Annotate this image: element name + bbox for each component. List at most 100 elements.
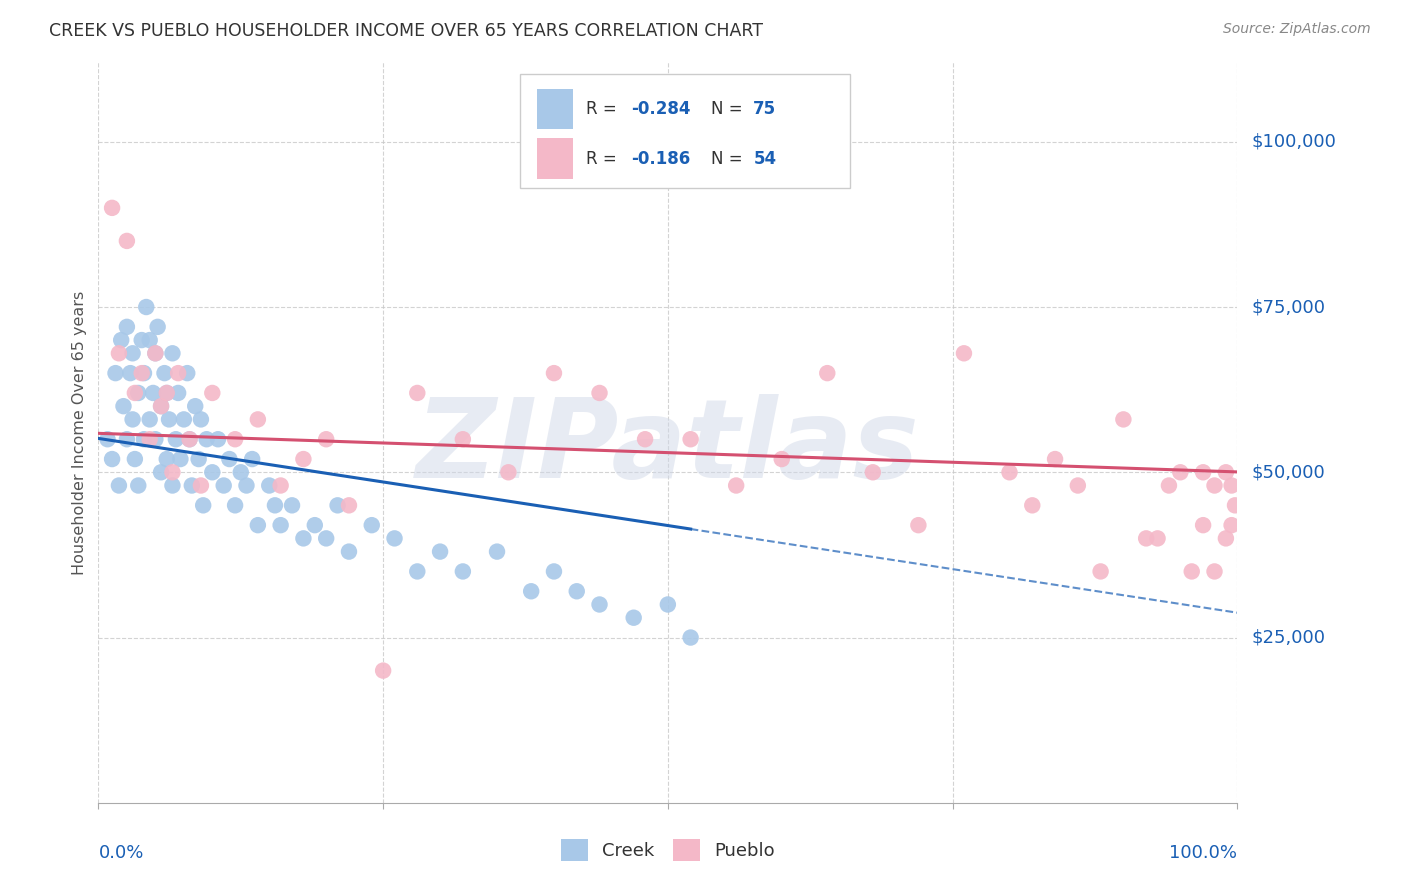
- Point: [132, 432, 155, 446]
- Point: [101, 452, 124, 467]
- Point: [281, 499, 304, 513]
- Point: [953, 346, 976, 360]
- Point: [1215, 532, 1237, 546]
- Point: [543, 565, 565, 579]
- Point: [104, 366, 127, 380]
- Point: [101, 201, 124, 215]
- Bar: [537, 138, 574, 179]
- Point: [224, 499, 246, 513]
- Point: [1021, 499, 1043, 513]
- Point: [259, 478, 281, 492]
- Text: N =: N =: [711, 100, 748, 118]
- Point: [115, 234, 138, 248]
- Point: [229, 465, 252, 479]
- Point: [108, 346, 131, 360]
- Point: [121, 346, 143, 360]
- Point: [156, 452, 179, 467]
- Point: [145, 432, 167, 446]
- Point: [725, 478, 748, 492]
- Point: [190, 478, 212, 492]
- Point: [543, 366, 565, 380]
- Text: 0.0%: 0.0%: [98, 844, 143, 862]
- Point: [150, 399, 173, 413]
- Legend: Creek, Pueblo: Creek, Pueblo: [554, 831, 782, 868]
- Point: [131, 333, 153, 347]
- Point: [679, 432, 702, 446]
- Point: [150, 465, 173, 479]
- Y-axis label: Householder Income Over 65 years: Householder Income Over 65 years: [72, 291, 87, 574]
- Point: [167, 366, 190, 380]
- Text: $75,000: $75,000: [1251, 298, 1326, 316]
- Point: [135, 300, 157, 314]
- FancyBboxPatch shape: [520, 73, 851, 188]
- Point: [179, 432, 201, 446]
- Text: -0.284: -0.284: [631, 100, 690, 118]
- Point: [1181, 565, 1204, 579]
- Text: R =: R =: [586, 100, 621, 118]
- Point: [110, 333, 132, 347]
- Point: [292, 452, 315, 467]
- Point: [131, 366, 153, 380]
- Point: [138, 412, 160, 426]
- Point: [907, 518, 929, 533]
- Bar: [537, 88, 574, 129]
- Text: $25,000: $25,000: [1251, 629, 1326, 647]
- Point: [115, 319, 138, 334]
- Point: [145, 346, 167, 360]
- Point: [108, 478, 131, 492]
- Point: [1220, 518, 1243, 533]
- Point: [371, 664, 394, 678]
- Point: [1043, 452, 1066, 467]
- Point: [207, 432, 229, 446]
- Point: [138, 432, 160, 446]
- Point: [815, 366, 838, 380]
- Point: [187, 452, 209, 467]
- Point: [360, 518, 382, 533]
- Point: [998, 465, 1021, 479]
- Point: [292, 532, 315, 546]
- Point: [150, 399, 173, 413]
- Point: [1204, 565, 1226, 579]
- Point: [657, 598, 679, 612]
- Text: 100.0%: 100.0%: [1170, 844, 1237, 862]
- Point: [337, 499, 360, 513]
- Point: [451, 432, 474, 446]
- Point: [127, 386, 149, 401]
- Point: [406, 565, 429, 579]
- Point: [169, 452, 191, 467]
- Text: 54: 54: [754, 150, 776, 168]
- Point: [315, 432, 337, 446]
- Point: [406, 386, 429, 401]
- Point: [429, 544, 451, 558]
- Point: [195, 432, 218, 446]
- Point: [384, 532, 406, 546]
- Point: [193, 499, 215, 513]
- Text: N =: N =: [711, 150, 748, 168]
- Point: [1112, 412, 1135, 426]
- Point: [176, 366, 198, 380]
- Point: [201, 465, 224, 479]
- Point: [1215, 465, 1237, 479]
- Point: [132, 366, 155, 380]
- Point: [1146, 532, 1168, 546]
- Point: [246, 412, 269, 426]
- Point: [115, 432, 138, 446]
- Point: [520, 584, 543, 599]
- Point: [145, 346, 167, 360]
- Point: [124, 386, 146, 401]
- Point: [315, 532, 337, 546]
- Point: [1220, 478, 1243, 492]
- Point: [121, 412, 143, 426]
- Text: $50,000: $50,000: [1251, 463, 1324, 482]
- Point: [451, 565, 474, 579]
- Point: [1192, 465, 1215, 479]
- Point: [588, 386, 610, 401]
- Point: [153, 366, 176, 380]
- Point: [679, 631, 702, 645]
- Point: [1204, 478, 1226, 492]
- Point: [190, 412, 212, 426]
- Point: [127, 478, 149, 492]
- Point: [770, 452, 793, 467]
- Point: [565, 584, 588, 599]
- Point: [1067, 478, 1090, 492]
